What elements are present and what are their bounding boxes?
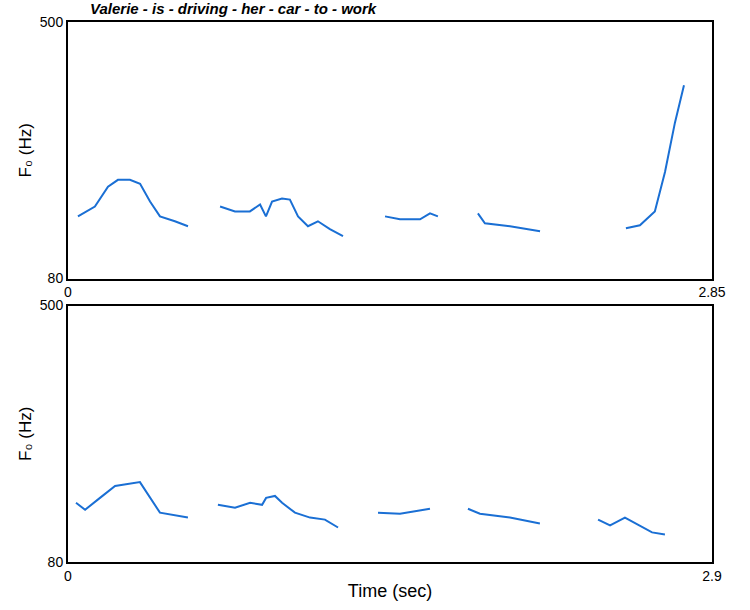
svg-text:500: 500 [40, 297, 64, 313]
svg-text:2.85: 2.85 [698, 284, 725, 300]
svg-text:80: 80 [48, 270, 64, 286]
svg-text:0: 0 [64, 568, 72, 584]
svg-text:80: 80 [48, 554, 64, 570]
svg-text:F₀ (Hz): F₀ (Hz) [16, 407, 35, 461]
svg-text:500: 500 [40, 14, 64, 30]
svg-text:Valerie - is - driving - her -: Valerie - is - driving - her - car - to … [90, 0, 377, 17]
svg-text:0: 0 [64, 284, 72, 300]
svg-text:2.9: 2.9 [702, 568, 722, 584]
svg-text:Time (sec): Time (sec) [348, 581, 432, 601]
svg-text:F₀ (Hz): F₀ (Hz) [16, 123, 35, 177]
